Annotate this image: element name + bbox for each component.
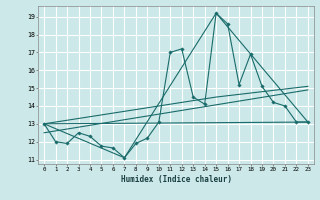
X-axis label: Humidex (Indice chaleur): Humidex (Indice chaleur) bbox=[121, 175, 231, 184]
